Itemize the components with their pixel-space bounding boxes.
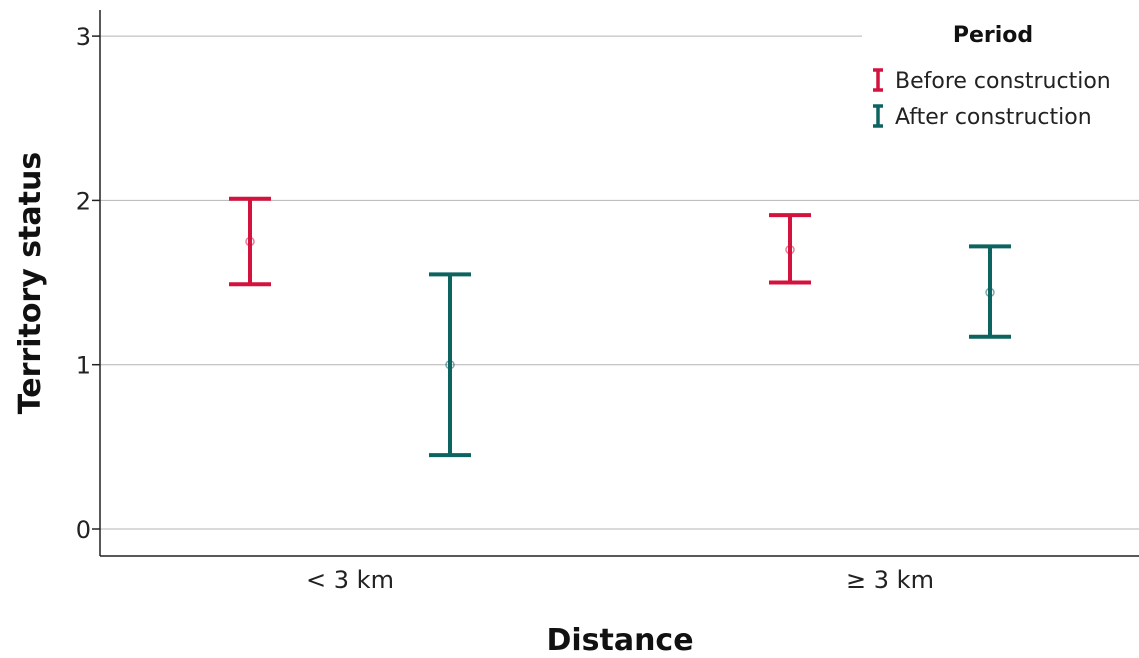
error-bars	[229, 196, 1011, 458]
error-bar	[229, 196, 271, 287]
legend: Period Before construction After construc…	[873, 23, 1111, 130]
y-axis-title: Territory status	[13, 152, 48, 414]
axes	[99, 10, 1139, 557]
error-bar	[769, 213, 811, 285]
mean-marker	[445, 359, 455, 370]
y-tick-label: 2	[76, 187, 91, 215]
x-tick-label: < 3 km	[306, 566, 394, 594]
x-tick-label: ≥ 3 km	[846, 566, 934, 594]
y-tick-label: 0	[76, 516, 91, 544]
legend-label: After construction	[895, 105, 1092, 130]
y-tick-labels: 0 1 2 3	[76, 23, 91, 544]
error-bar	[969, 244, 1011, 339]
legend-label: Before construction	[895, 69, 1111, 94]
legend-item: Before construction	[873, 68, 1111, 94]
y-tick-label: 3	[76, 23, 91, 51]
legend-title: Period	[953, 23, 1033, 48]
error-bar	[429, 272, 471, 458]
legend-item: After construction	[873, 104, 1092, 130]
mean-marker	[985, 287, 995, 298]
x-axis-title: Distance	[546, 623, 693, 658]
gridlines	[92, 35, 1139, 530]
mean-marker	[785, 244, 795, 255]
mean-marker	[245, 236, 255, 247]
x-tick-labels: < 3 km ≥ 3 km	[306, 566, 934, 594]
y-tick-label: 1	[76, 352, 91, 380]
